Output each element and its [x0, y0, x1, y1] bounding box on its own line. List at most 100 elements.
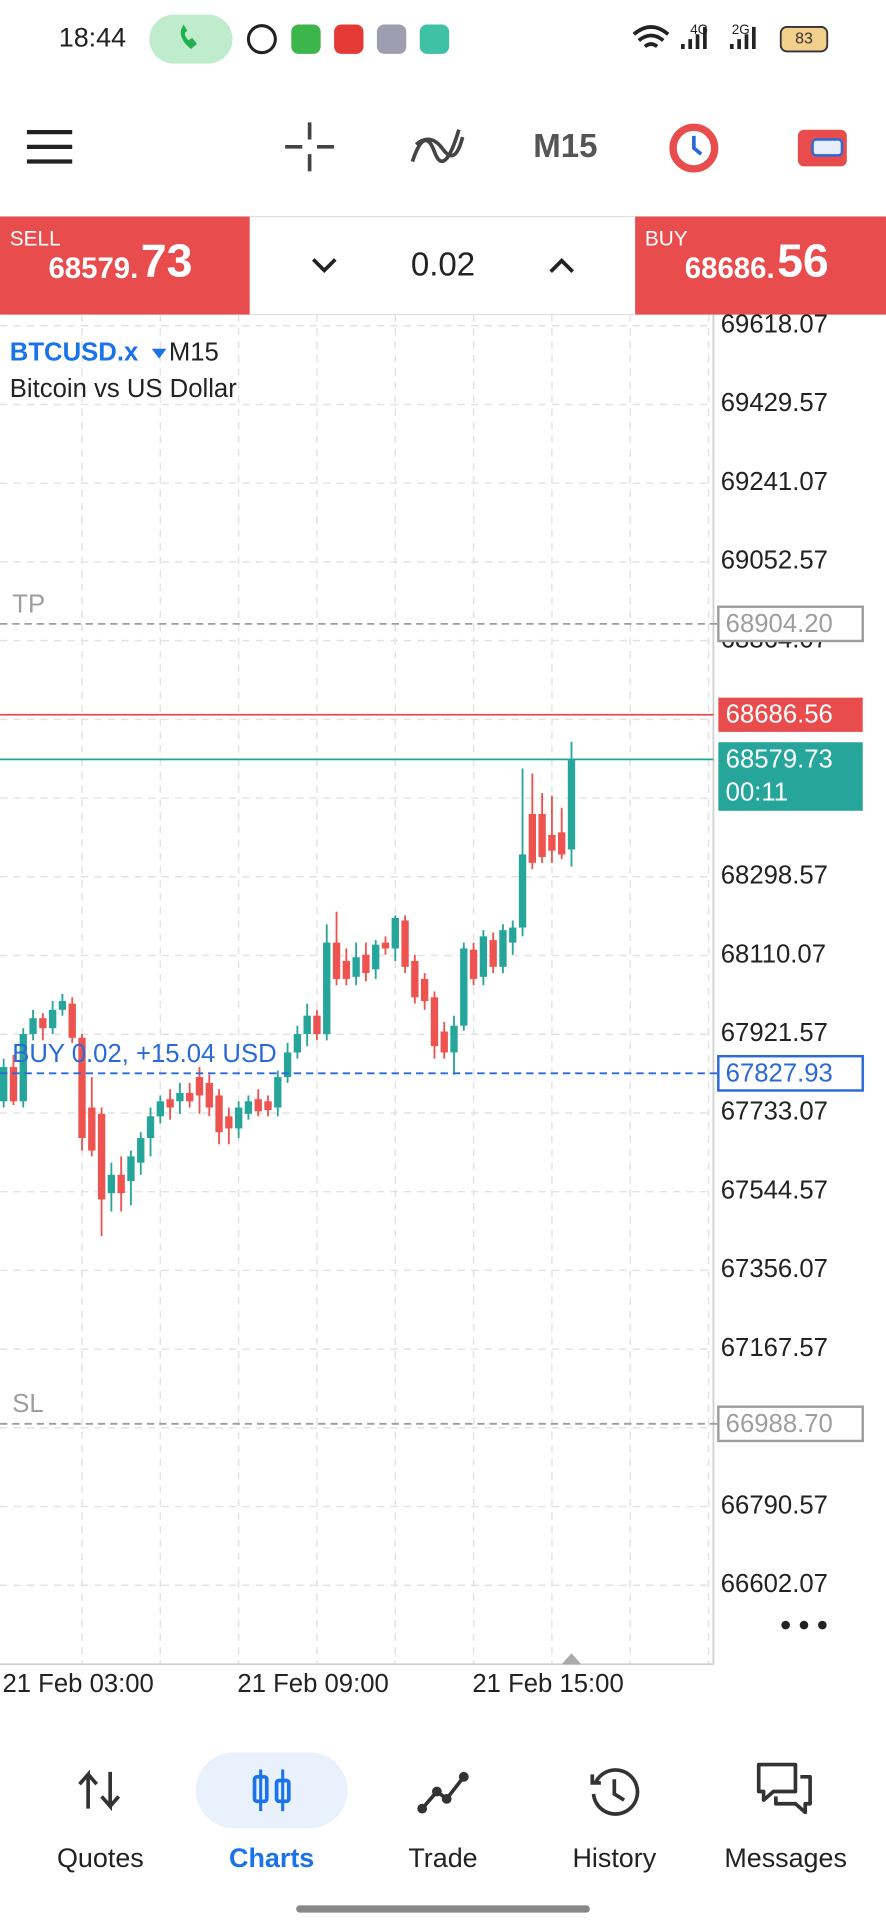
trade-icon	[420, 1775, 466, 1810]
candle-body	[0, 1067, 8, 1102]
sell-button[interactable]	[0, 216, 250, 315]
more-button[interactable]	[781, 1620, 827, 1630]
candle-body	[205, 1082, 213, 1108]
candle-body	[499, 930, 507, 967]
signal-icon	[729, 26, 756, 49]
signal-icon	[681, 26, 707, 49]
candle-body	[117, 1174, 125, 1194]
phone-icon	[180, 24, 198, 49]
axes: 69618.0769429.5769241.0769052.5768864.07…	[0, 311, 828, 1698]
candle-body	[39, 1018, 47, 1029]
level-value: 68904.20	[726, 610, 833, 638]
level-name: BUY 0.02, +15.04 USD	[12, 1040, 276, 1068]
candle-body	[48, 1009, 57, 1029]
candle-body	[430, 997, 439, 1047]
nav-highlight	[195, 1752, 348, 1829]
shift-marker[interactable]	[561, 1653, 582, 1665]
sell-price-pips: 73	[141, 235, 193, 287]
trade-icon	[811, 138, 844, 157]
history-icon	[590, 1768, 640, 1816]
candle-body	[137, 1138, 145, 1163]
volume[interactable]: 0.02	[411, 247, 475, 284]
indicators-button[interactable]	[410, 129, 465, 164]
wifi-icon	[632, 25, 670, 48]
status-time: 18:44	[59, 22, 126, 52]
buy-price-pips: 56	[777, 235, 829, 287]
candle-body	[146, 1116, 155, 1139]
battery-level: 83	[795, 30, 813, 47]
nav-item[interactable]: Charts	[229, 1843, 314, 1873]
quotes-icon	[78, 1769, 121, 1812]
candle-body	[538, 813, 546, 857]
candle-body	[97, 1113, 106, 1200]
x-tick-label: 21 Feb 09:00	[237, 1670, 388, 1698]
menu-button[interactable]	[26, 130, 73, 164]
candle-body	[401, 920, 409, 967]
candle-body	[225, 1116, 233, 1129]
candle-body	[186, 1092, 194, 1102]
nav-item[interactable]: Messages	[724, 1843, 847, 1873]
candle-body	[88, 1107, 96, 1151]
symbol-dropdown[interactable]	[151, 348, 167, 359]
level-value: 66988.70	[726, 1410, 833, 1438]
trade-icon	[441, 1793, 452, 1804]
candle-body	[234, 1107, 243, 1129]
candle-body	[29, 1018, 37, 1035]
y-tick-label: 66790.57	[721, 1491, 828, 1519]
nav-item[interactable]: Trade	[408, 1843, 477, 1873]
candle-body	[391, 917, 399, 949]
y-tick-label: 68110.07	[721, 940, 826, 968]
candle-body	[313, 1015, 321, 1035]
trade-icon	[431, 1786, 442, 1797]
nav-item[interactable]: History	[572, 1843, 656, 1873]
clock-hands	[692, 135, 703, 156]
candle-body	[215, 1095, 223, 1133]
levels: TP 68904.20 68686.56 68579.73 00:11 BUY 0.02,…	[0, 590, 864, 1443]
candle-body	[78, 1037, 86, 1139]
clock-button[interactable]	[669, 123, 719, 173]
y-tick-label: 69052.57	[721, 547, 828, 575]
candle-body	[420, 978, 429, 1002]
candle-body	[19, 1034, 27, 1102]
x-tick-label: 21 Feb 03:00	[2, 1670, 153, 1698]
candle-body	[479, 936, 488, 977]
countdown: 00:11	[726, 778, 788, 806]
buy-button[interactable]	[635, 216, 886, 315]
battery-icon	[779, 26, 829, 53]
candle-body	[264, 1101, 272, 1111]
y-tick-label: 69241.07	[721, 468, 828, 496]
network-type: 2G	[732, 22, 750, 37]
home-indicator	[296, 1905, 590, 1913]
candle-body	[411, 960, 419, 998]
candle-body	[107, 1174, 116, 1194]
crosshair-button[interactable]	[285, 122, 335, 172]
candle-body	[283, 1052, 292, 1078]
sell-label: SELL	[10, 227, 61, 250]
volume-down[interactable]	[311, 258, 337, 274]
candle-body	[293, 1034, 302, 1053]
symbol[interactable]: BTCUSD.x	[10, 338, 139, 366]
candle-body	[362, 954, 370, 974]
y-tick-label: 69618.07	[721, 311, 828, 339]
candle-body	[548, 834, 556, 851]
y-tick-label: 68298.57	[721, 862, 828, 890]
nav-item[interactable]: Quotes	[57, 1843, 144, 1873]
level-name: TP	[12, 590, 45, 618]
timeframe-button[interactable]: M15	[533, 128, 597, 165]
candle-body	[156, 1101, 164, 1117]
level-box	[717, 1405, 864, 1443]
app-icon	[376, 24, 407, 54]
volume-up[interactable]	[549, 258, 575, 273]
y-tick-label: 69429.57	[721, 389, 828, 417]
candle-body	[450, 1025, 458, 1053]
candle-body	[518, 854, 527, 928]
level-box	[717, 605, 864, 643]
candle-body	[509, 927, 517, 943]
candle-body	[127, 1156, 135, 1182]
y-tick-label: 66602.07	[721, 1570, 828, 1598]
x-tick-label: 21 Feb 15:00	[472, 1670, 623, 1698]
level-box	[717, 1054, 864, 1092]
candle-body	[254, 1099, 262, 1112]
